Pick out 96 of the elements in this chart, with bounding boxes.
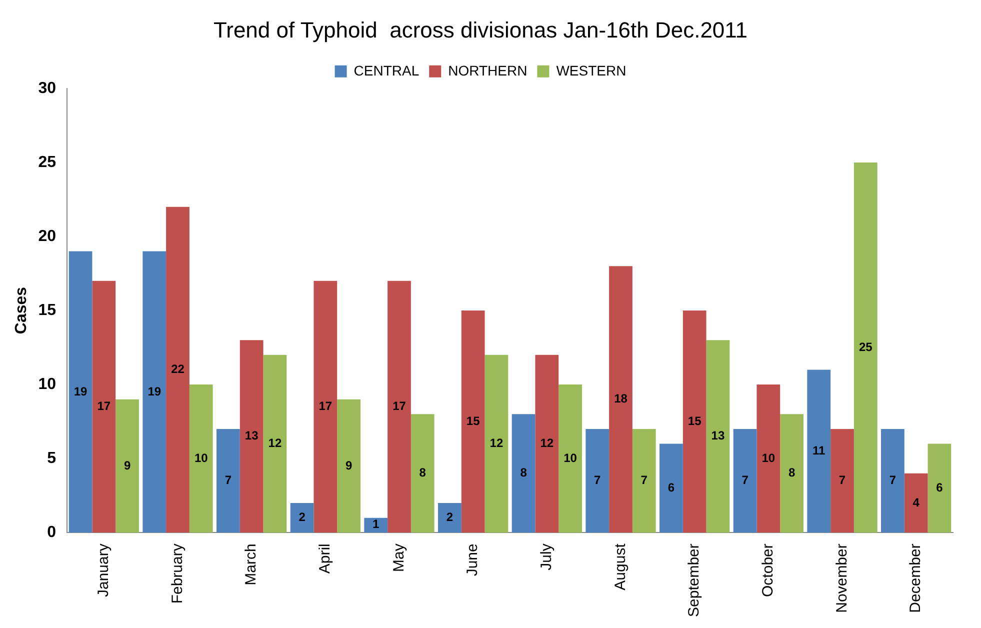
data-label: 15 (466, 414, 480, 428)
bar (881, 428, 904, 533)
bar (535, 354, 559, 533)
data-label: 4 (912, 495, 920, 510)
bar (632, 428, 656, 533)
x-tick-label: June (464, 544, 482, 576)
bar (68, 251, 92, 533)
y-tick-label: 30 (38, 80, 56, 97)
data-label: 8 (788, 466, 796, 480)
bar (290, 503, 314, 533)
data-label: 6 (936, 480, 944, 495)
x-tick-label: May (390, 543, 408, 572)
data-label: 15 (688, 414, 702, 428)
data-label: 12 (540, 436, 554, 450)
bar (484, 354, 508, 533)
x-tick-label: August (612, 542, 629, 590)
chart-title: Trend of Typhoid across divisionas Jan-16th Dec.2011 (213, 17, 748, 42)
bar (854, 162, 878, 533)
bar (586, 428, 610, 533)
x-tick-label: October (760, 544, 777, 597)
data-label: 2 (298, 510, 306, 524)
data-label: 10 (564, 450, 578, 465)
data-label: 9 (345, 458, 352, 472)
y-tick-label: 20 (38, 228, 56, 245)
bar (928, 444, 952, 533)
y-tick-label: 15 (38, 302, 56, 319)
x-tick-label: March (242, 544, 260, 586)
bar (337, 399, 360, 533)
x-tick-label: February (168, 543, 186, 604)
bar (512, 414, 536, 533)
data-label: 7 (640, 473, 648, 488)
data-label: 12 (490, 436, 504, 450)
x-tick-label: September (686, 544, 703, 617)
bar (660, 444, 683, 533)
x-tick-label: November (833, 544, 850, 613)
bar (756, 384, 780, 533)
data-label: 17 (97, 399, 111, 414)
y-tick-label: 10 (38, 376, 56, 393)
bar (216, 428, 240, 533)
bar (461, 310, 485, 533)
x-tick-label: July (538, 543, 556, 570)
bar (609, 266, 632, 533)
legend-label: WESTERN (556, 62, 626, 78)
data-label: 19 (74, 384, 88, 398)
data-label: 7 (889, 473, 896, 488)
bar (682, 310, 706, 533)
x-tick-label: January (95, 543, 112, 597)
x-tick-label: December (907, 544, 924, 613)
bar (314, 280, 338, 533)
data-label: 6 (668, 480, 675, 495)
data-label: 7 (838, 473, 846, 488)
data-label: 12 (268, 436, 282, 450)
bar (904, 473, 928, 533)
data-label: 17 (318, 399, 332, 414)
bar (780, 414, 804, 533)
bar (706, 340, 730, 533)
bar (410, 414, 434, 533)
data-label: 7 (594, 473, 602, 488)
data-label: 7 (742, 473, 749, 488)
y-tick-label: 5 (47, 450, 56, 467)
bar (830, 428, 854, 533)
data-label: 7 (224, 473, 232, 488)
bar (263, 354, 287, 533)
data-label: 11 (812, 443, 826, 458)
bar (364, 518, 388, 533)
y-tick-label: 0 (47, 524, 56, 542)
bar (166, 206, 190, 533)
data-label: 13 (244, 428, 259, 443)
data-label: 8 (520, 466, 528, 480)
legend-label: CENTRAL (354, 62, 420, 78)
y-axis-title: Cases (13, 286, 30, 334)
data-label: 10 (762, 450, 776, 465)
bar (116, 399, 139, 533)
data-label: 17 (392, 399, 406, 414)
bar (142, 251, 166, 533)
data-label: 2 (446, 510, 454, 524)
bar (733, 428, 757, 533)
x-tick-label: April (316, 544, 334, 574)
bar (92, 280, 116, 533)
bar (388, 280, 411, 533)
bar (240, 340, 264, 533)
bar (189, 384, 213, 533)
bar (558, 384, 582, 533)
data-label: 13 (711, 428, 725, 443)
data-label: 8 (419, 466, 426, 480)
data-label: 10 (194, 450, 208, 465)
bar (807, 370, 831, 533)
data-label: 18 (614, 392, 628, 406)
data-label: 19 (148, 384, 162, 398)
bar (438, 503, 462, 533)
data-label: 22 (171, 362, 185, 376)
data-label: 1 (372, 516, 380, 531)
y-tick-label: 25 (38, 154, 56, 171)
legend-label: NORTHERN (448, 62, 528, 78)
data-label: 25 (858, 340, 873, 354)
data-label: 9 (124, 458, 131, 472)
